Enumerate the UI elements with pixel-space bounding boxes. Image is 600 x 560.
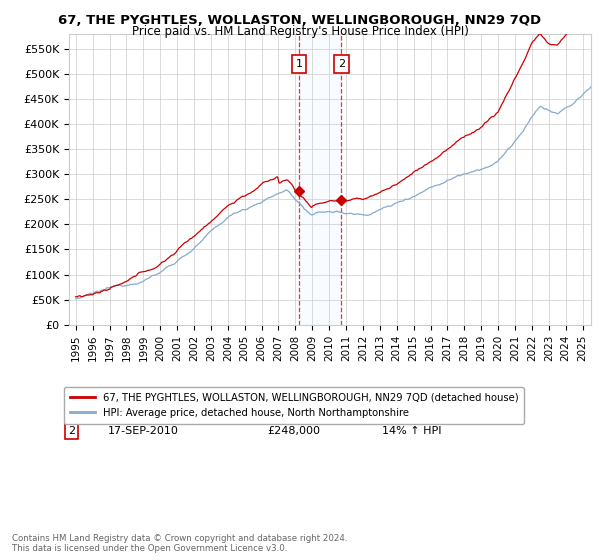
Legend: 67, THE PYGHTLES, WOLLASTON, WELLINGBOROUGH, NN29 7QD (detached house), HPI: Ave: 67, THE PYGHTLES, WOLLASTON, WELLINGBORO…: [64, 386, 524, 423]
Text: 1: 1: [68, 409, 75, 419]
Text: 13% ↑ HPI: 13% ↑ HPI: [382, 409, 442, 419]
Text: £266,500: £266,500: [268, 409, 320, 419]
Text: 20-MAR-2008: 20-MAR-2008: [108, 409, 183, 419]
Text: 17-SEP-2010: 17-SEP-2010: [108, 426, 179, 436]
Bar: [299, 34, 341, 325]
Text: 67, THE PYGHTLES, WOLLASTON, WELLINGBOROUGH, NN29 7QD: 67, THE PYGHTLES, WOLLASTON, WELLINGBORO…: [58, 14, 542, 27]
Text: Price paid vs. HM Land Registry's House Price Index (HPI): Price paid vs. HM Land Registry's House …: [131, 25, 469, 38]
Text: 14% ↑ HPI: 14% ↑ HPI: [382, 426, 442, 436]
Text: 1: 1: [296, 59, 302, 69]
Text: 2: 2: [68, 426, 75, 436]
Text: Contains HM Land Registry data © Crown copyright and database right 2024.
This d: Contains HM Land Registry data © Crown c…: [12, 534, 347, 553]
Text: 2: 2: [338, 59, 345, 69]
Text: £248,000: £248,000: [268, 426, 320, 436]
